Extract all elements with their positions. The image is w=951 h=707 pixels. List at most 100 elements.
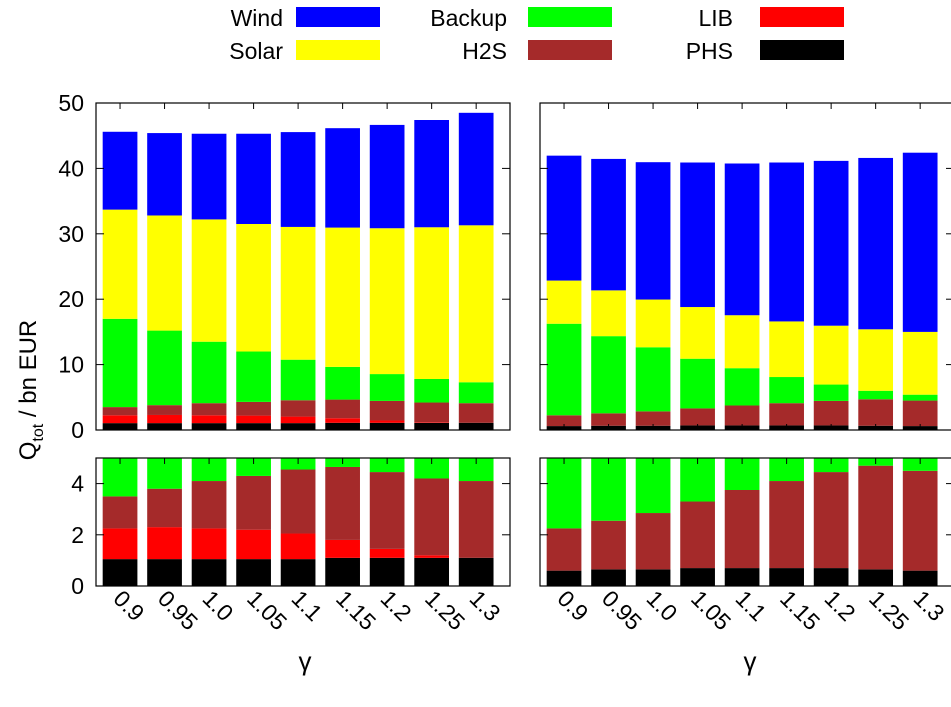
bar-segment-backup xyxy=(147,330,182,406)
x-tick-label: 1.1 xyxy=(731,585,772,626)
bar-segment-h2s xyxy=(813,472,849,569)
subplot-left-top: 0 10 20 30 40 50 xyxy=(58,90,511,443)
bar-segment-h2s xyxy=(102,496,138,529)
bar-segment-backup xyxy=(236,458,271,476)
bar-segment-backup xyxy=(546,458,582,529)
y-axis-label-subscript: tot xyxy=(30,423,47,441)
bar-segment-wind xyxy=(280,132,316,227)
x-tick-label: 1.0 xyxy=(642,585,683,626)
bar-segment-backup xyxy=(369,374,405,401)
x-tick-label: 1.05 xyxy=(242,585,292,635)
bar-segment-lib xyxy=(325,418,360,423)
x-tick-label: 1.1 xyxy=(287,585,328,626)
bar-segment-backup xyxy=(191,341,227,404)
bar-segment-backup xyxy=(858,390,894,400)
x-tick-label: 0.95 xyxy=(597,585,647,635)
subplot-right-top xyxy=(539,102,951,431)
bar-segment-solar xyxy=(102,209,138,319)
bar-segment-h2s xyxy=(635,411,671,426)
y-tick-label: 30 xyxy=(58,221,84,247)
subplot-right-bottom xyxy=(539,0,951,587)
bar-segment-solar xyxy=(103,0,138,151)
plot-frame xyxy=(95,102,511,431)
panel-right: 0.9 0.951.0 1.051.1 1.151.2 1.251.3 xyxy=(539,0,951,635)
bar-segment-h2s xyxy=(902,400,938,427)
bar-segment-backup xyxy=(769,458,804,482)
bar-segment-backup xyxy=(191,458,227,482)
bar-segment-wind xyxy=(858,157,894,330)
bar-segment-backup xyxy=(414,378,450,403)
bar-segment-lib xyxy=(280,533,316,560)
bar-segment-solar xyxy=(325,227,360,367)
bar-segment-backup xyxy=(369,458,405,473)
bar-segment-h2s xyxy=(191,403,227,416)
bar-segment-lib xyxy=(280,416,316,424)
bar-segment-h2s xyxy=(724,405,760,426)
bar-segment-backup xyxy=(236,351,271,402)
x-tick-label: 0.9 xyxy=(553,585,594,626)
bar-segment-phs xyxy=(769,568,804,586)
bar-segment-h2s xyxy=(325,399,360,419)
bar-segment-backup xyxy=(769,377,804,404)
bar-segment-h2s xyxy=(680,408,715,426)
bar-segment-lib xyxy=(147,527,182,560)
bar-segment-backup xyxy=(813,458,849,473)
legend-swatch xyxy=(296,7,380,27)
bar-segment-solar xyxy=(813,325,849,385)
bar-segment-lib xyxy=(191,528,227,560)
y-axis-label-main: Q xyxy=(15,442,42,461)
x-tick-label: 1.2 xyxy=(820,585,861,626)
bars xyxy=(102,112,494,430)
legend-label: PHS xyxy=(686,38,733,64)
bar-segment-h2s xyxy=(680,501,715,569)
bar-segment-h2s xyxy=(591,413,626,426)
bar-segment-h2s xyxy=(369,400,405,421)
bar-segment-solar xyxy=(724,315,760,369)
x-tick-label: 1.05 xyxy=(686,585,736,635)
bar-segment-h2s xyxy=(724,490,760,569)
x-tick-label: 0.95 xyxy=(153,585,203,635)
y-tick-label: 4 xyxy=(71,471,84,497)
bar-segment-h2s xyxy=(280,400,316,417)
bar-segment-wind xyxy=(369,124,405,229)
y-tick-label: 40 xyxy=(58,155,84,181)
bar-segment-backup xyxy=(813,384,849,401)
bar-segment-h2s xyxy=(546,415,582,427)
x-tick-label: 1.2 xyxy=(376,585,417,626)
bar-segment-backup xyxy=(902,394,938,401)
bar-segment-wind xyxy=(636,0,671,75)
bar-segment-h2s xyxy=(813,400,849,426)
bar-segment-phs xyxy=(591,569,626,586)
bar-segment-backup xyxy=(102,458,138,497)
bar-segment-wind xyxy=(902,152,938,332)
bar-segment-wind xyxy=(813,160,849,326)
x-tick-label: 1.25 xyxy=(864,585,914,635)
bar-segment-backup xyxy=(458,458,494,482)
bar-segment-solar xyxy=(414,227,450,379)
bar-segment-lib xyxy=(102,528,138,560)
plot-frame xyxy=(95,457,511,587)
legend-swatch xyxy=(528,7,612,27)
bar-segment-backup xyxy=(325,366,360,400)
bar-segment-phs xyxy=(635,569,671,586)
bar-segment-wind xyxy=(147,133,182,216)
x-tick-label: 1.25 xyxy=(420,585,470,635)
x-axis-label-left: γ xyxy=(299,646,312,676)
legend-label: Wind xyxy=(231,5,283,31)
bar-segment-lib xyxy=(236,415,271,424)
bar-segment-h2s xyxy=(769,481,804,569)
bar-segment-phs xyxy=(813,568,849,586)
bar-segment-solar xyxy=(280,226,316,360)
bar-segment-h2s xyxy=(325,466,360,540)
y-axis-label: Qtot / bn EUR xyxy=(15,320,47,461)
bar-segment-wind xyxy=(635,162,671,300)
bar-segment-solar xyxy=(369,228,405,375)
bar-segment-wind xyxy=(191,133,227,220)
legend-swatch xyxy=(760,40,844,60)
subplot-left-bottom: 0 2 4 xyxy=(71,0,511,599)
bar-segment-h2s xyxy=(591,520,626,570)
bar-segment-lib xyxy=(236,529,271,560)
bar-segment-lib xyxy=(147,414,182,424)
